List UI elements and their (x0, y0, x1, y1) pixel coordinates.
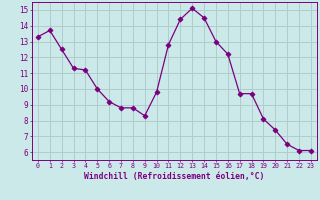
X-axis label: Windchill (Refroidissement éolien,°C): Windchill (Refroidissement éolien,°C) (84, 172, 265, 181)
